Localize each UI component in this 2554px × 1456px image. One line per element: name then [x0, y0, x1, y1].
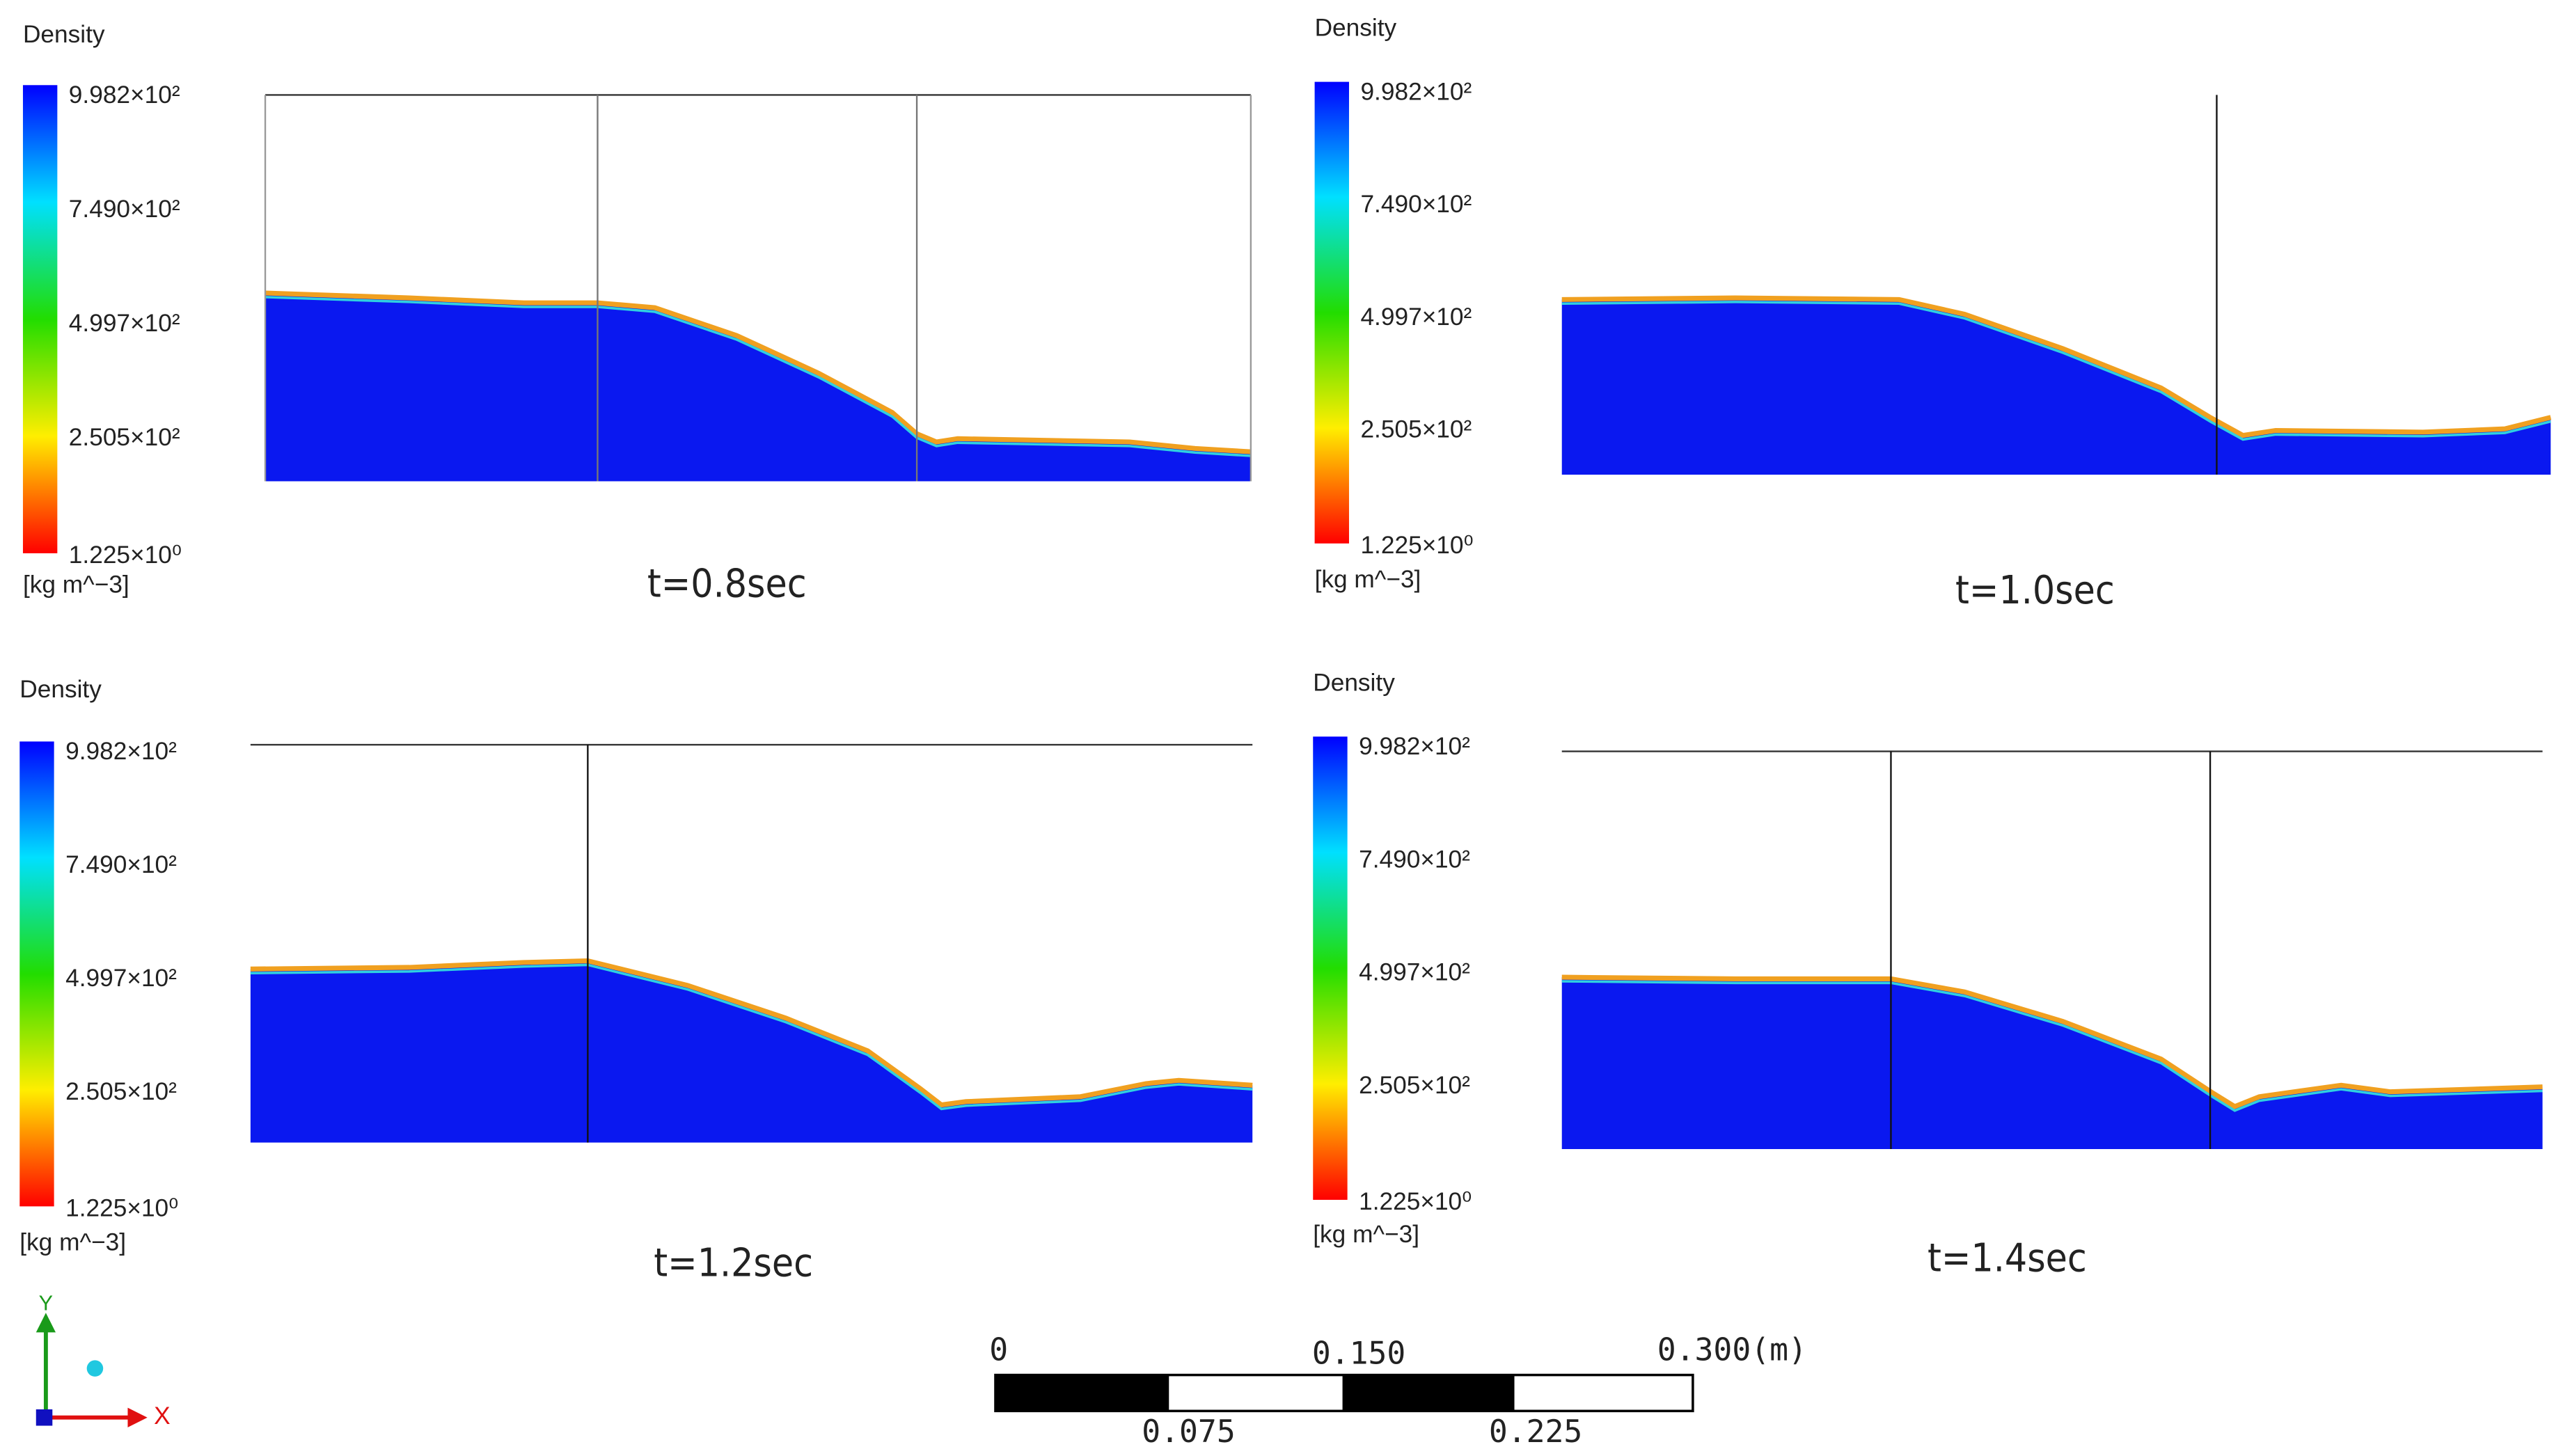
color-bar-label: 1.225×10⁰	[1360, 532, 1473, 559]
legend-unit: [kg m^−3]	[1313, 1221, 1419, 1248]
color-bar-label: 7.490×10²	[65, 851, 177, 878]
z-axis-dot	[86, 1360, 104, 1377]
legend-unit: [kg m^−3]	[23, 571, 129, 598]
scale-bar-segment	[995, 1375, 1169, 1411]
color-bar-label: 4.997×10²	[65, 965, 177, 992]
color-bar-label: 1.225×10⁰	[1359, 1188, 1472, 1215]
legend-unit: [kg m^−3]	[1315, 566, 1421, 593]
axis-triad: Y X	[36, 1292, 171, 1430]
free-surface	[1561, 295, 2552, 438]
water-region	[250, 960, 1253, 1143]
color-bar-label: 2.505×10²	[69, 424, 180, 451]
color-bar-label: 9.982×10²	[69, 81, 180, 109]
contour-panel: Density 9.982×10² 7.490×10² 4.997×10² 2.505×…	[19, 676, 1253, 1286]
color-bar	[1313, 736, 1348, 1200]
panel-caption: t=1.4sec	[1928, 1236, 2087, 1281]
scale-bar-segment	[1342, 1375, 1515, 1411]
scale-label: 0.150	[1312, 1335, 1405, 1371]
color-bar-label: 4.997×10²	[1359, 959, 1470, 986]
contour-panel: Density 9.982×10² 7.490×10² 4.997×10² 2.505×…	[22, 21, 1252, 607]
color-bar-label: 2.505×10²	[1359, 1072, 1470, 1099]
panel-caption: t=1.0sec	[1955, 568, 2115, 613]
color-bar-label: 7.490×10²	[1359, 846, 1470, 873]
origin	[36, 1409, 53, 1426]
scale-label: 0.300(m)	[1657, 1332, 1807, 1368]
panel-caption: t=0.8sec	[647, 562, 807, 607]
color-bar-label: 2.505×10²	[65, 1078, 177, 1105]
color-bar-label: 9.982×10²	[1360, 78, 1472, 105]
color-bar-label: 4.997×10²	[69, 310, 180, 337]
free-surface	[265, 296, 1251, 457]
color-bar	[22, 85, 58, 553]
free-surface	[250, 958, 1253, 1108]
color-bar-label: 7.490×10²	[1360, 191, 1472, 218]
color-bar-label: 1.225×10⁰	[65, 1194, 178, 1221]
free-surface	[1561, 301, 2551, 441]
scale-label: 0.225	[1489, 1414, 1582, 1450]
arrow-head	[127, 1407, 148, 1427]
legend-title: Density	[19, 676, 102, 703]
free-surface	[265, 290, 1252, 454]
color-bar-label: 7.490×10²	[69, 196, 180, 223]
scale-label: 0.075	[1142, 1414, 1235, 1450]
color-bar-label: 9.982×10²	[65, 738, 177, 765]
water-region	[1561, 977, 2543, 1150]
free-surface	[250, 963, 1253, 1111]
color-bar-label: 2.505×10²	[1360, 416, 1472, 443]
scale-label: 0	[989, 1332, 1008, 1368]
water-region	[265, 292, 1251, 482]
color-bar	[1314, 81, 1349, 544]
legend-unit: [kg m^−3]	[19, 1229, 126, 1256]
color-bar-label: 1.225×10⁰	[69, 541, 182, 569]
color-bar	[19, 741, 54, 1207]
axis-label: X	[154, 1402, 171, 1430]
water-region	[1561, 298, 2551, 475]
color-bar-label: 4.997×10²	[1360, 303, 1472, 331]
legend-title: Density	[1315, 15, 1397, 42]
arrow-head	[36, 1313, 56, 1333]
free-surface	[1561, 974, 2543, 1109]
contour-panel: Density 9.982×10² 7.490×10² 4.997×10² 2.505×…	[1314, 15, 2552, 613]
free-surface	[1561, 980, 2543, 1112]
color-bar-label: 9.982×10²	[1359, 733, 1470, 760]
legend-title: Density	[1313, 669, 1395, 696]
panel-caption: t=1.2sec	[654, 1241, 813, 1286]
legend-title: Density	[23, 21, 105, 48]
contour-panel: Density 9.982×10² 7.490×10² 4.997×10² 2.505×…	[1313, 669, 2543, 1281]
scale-bar: 0 0.150 0.300(m) 0.075 0.225	[989, 1332, 1807, 1450]
axis-label: Y	[39, 1292, 53, 1315]
